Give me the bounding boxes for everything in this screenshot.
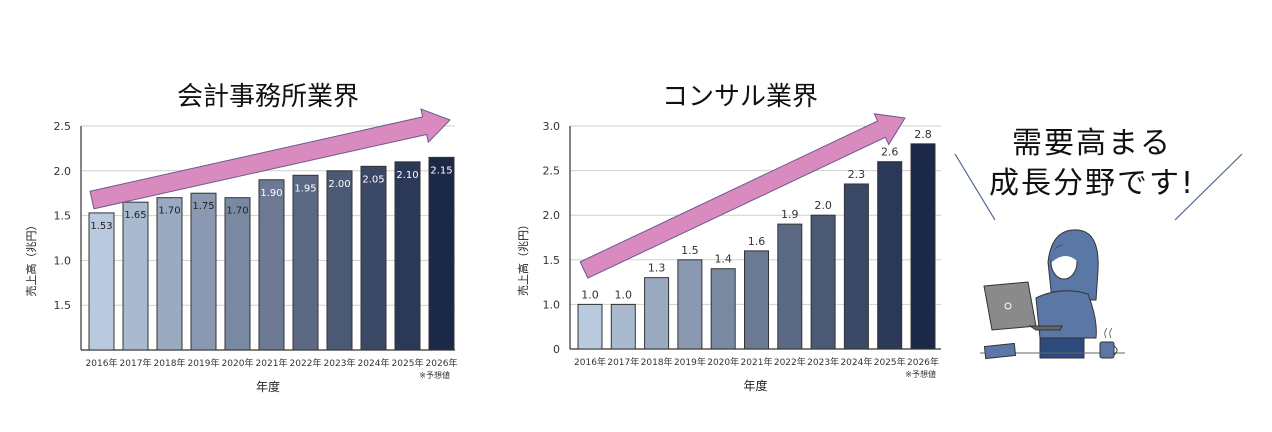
data-label: 2.8 <box>914 128 932 141</box>
bar-2018年 <box>644 277 670 350</box>
coffee-mug-icon <box>1099 327 1118 359</box>
x-tick-label: 2017年 <box>120 357 152 369</box>
x-tick-label: 2017年 <box>607 356 639 368</box>
x-tick-label: 2023年 <box>324 357 356 369</box>
y-tick-label: 2.5 <box>54 120 72 133</box>
y-tick-label: 0 <box>553 343 560 356</box>
data-label: 2.00 <box>328 179 350 190</box>
x-tick-label: 2018年 <box>154 357 186 369</box>
y-tick-label: 1.0 <box>543 298 561 311</box>
y-tick-label: 1.5 <box>54 299 72 312</box>
emphasis-line-right <box>1174 153 1243 221</box>
bar-2024年 <box>360 165 387 351</box>
data-label: 1.5 <box>681 244 699 257</box>
data-label: 1.6 <box>748 235 766 248</box>
data-label: 1.0 <box>615 288 633 301</box>
x-tick-label: 2019年 <box>188 357 220 369</box>
bar-2023年 <box>326 170 353 351</box>
bar-2021年 <box>744 250 769 350</box>
bar-2026年 <box>910 143 936 350</box>
x-tick-label: 2021年 <box>741 356 773 368</box>
x-tick-label: 2023年 <box>807 356 839 368</box>
speech-line-1: 需要高まる <box>1012 126 1172 161</box>
x-tick-label: 2016年 <box>574 356 606 368</box>
x-tick-label: 2020年 <box>707 356 739 368</box>
y-tick-label: 3.0 <box>543 120 561 133</box>
bar-2018年 <box>156 197 183 351</box>
y-tick-label: 2.0 <box>54 165 72 178</box>
x-tick-label: 2021年 <box>256 357 288 369</box>
bar-2019年 <box>190 192 217 351</box>
laptop-icon <box>983 281 1063 331</box>
forecast-note: ※予想値 <box>905 369 936 379</box>
x-tick-label: 2020年 <box>222 357 254 369</box>
x-tick-label: 2018年 <box>641 356 673 368</box>
data-label: 1.95 <box>294 183 316 194</box>
bar-2026年 <box>428 156 455 351</box>
chart-title-accounting: 会計事務所業界 <box>176 82 360 112</box>
x-axis-title: 年度 <box>743 378 767 393</box>
bar-2017年 <box>122 201 149 351</box>
x-tick-label: 2022年 <box>290 357 322 369</box>
data-label: 1.9 <box>781 208 799 221</box>
trend-arrow <box>579 113 906 279</box>
data-label: 1.90 <box>260 188 282 199</box>
bar-2020年 <box>224 197 251 351</box>
x-tick-label: 2026年 <box>907 356 939 368</box>
bar-2025年 <box>877 161 903 350</box>
speech-line-2: 成長分野です! <box>988 166 1196 201</box>
bar-2019年 <box>677 259 703 350</box>
bar-2022年 <box>292 174 319 351</box>
data-label: 2.15 <box>430 165 452 176</box>
data-label: 2.0 <box>814 199 832 212</box>
bar-2023年 <box>810 214 836 350</box>
data-label: 1.65 <box>124 210 146 221</box>
emphasis-line-left <box>954 153 996 221</box>
data-label: 1.70 <box>226 206 248 217</box>
bar-2025年 <box>394 161 421 351</box>
trend-arrow <box>89 108 451 210</box>
bar-2020年 <box>710 268 736 350</box>
y-axis-title: 売上高（兆円） <box>516 219 530 296</box>
forecast-note: ※予想値 <box>419 370 450 380</box>
data-label: 1.4 <box>714 253 732 266</box>
x-tick-label: 2019年 <box>674 356 706 368</box>
y-tick-label: 1.0 <box>54 254 72 267</box>
x-axis-title: 年度 <box>256 379 280 394</box>
data-label: 1.53 <box>90 221 112 232</box>
y-axis-title: 売上高（兆円） <box>24 220 38 297</box>
x-tick-label: 2025年 <box>874 356 906 368</box>
x-tick-label: 2016年 <box>86 357 118 369</box>
data-label: 2.05 <box>362 174 384 185</box>
bar-2024年 <box>843 183 869 350</box>
data-label: 2.6 <box>881 146 899 159</box>
x-tick-label: 2024年 <box>358 357 390 369</box>
y-tick-label: 2.0 <box>543 209 561 222</box>
bar-2016年 <box>577 303 603 350</box>
y-tick-label: 2.5 <box>543 165 561 178</box>
data-label: 2.10 <box>396 170 418 181</box>
y-tick-label: 1.5 <box>543 254 561 267</box>
data-label: 1.3 <box>648 262 666 275</box>
data-label: 1.0 <box>581 288 599 301</box>
y-tick-label: 1.5 <box>54 210 72 223</box>
data-label: 2.3 <box>848 168 866 181</box>
x-tick-label: 2026年 <box>426 357 458 369</box>
data-label: 1.70 <box>158 206 180 217</box>
chart-title-consulting: コンサル業界 <box>661 82 819 112</box>
x-tick-label: 2025年 <box>392 357 424 369</box>
bar-2016年 <box>88 212 115 351</box>
notebook-icon <box>983 342 1017 360</box>
data-label: 1.75 <box>192 201 214 212</box>
woman-icon <box>1035 229 1099 359</box>
x-tick-label: 2022年 <box>774 356 806 368</box>
x-tick-label: 2024年 <box>840 356 872 368</box>
bar-2022年 <box>777 223 803 350</box>
bar-2021年 <box>258 179 285 351</box>
bar-2017年 <box>610 303 636 350</box>
